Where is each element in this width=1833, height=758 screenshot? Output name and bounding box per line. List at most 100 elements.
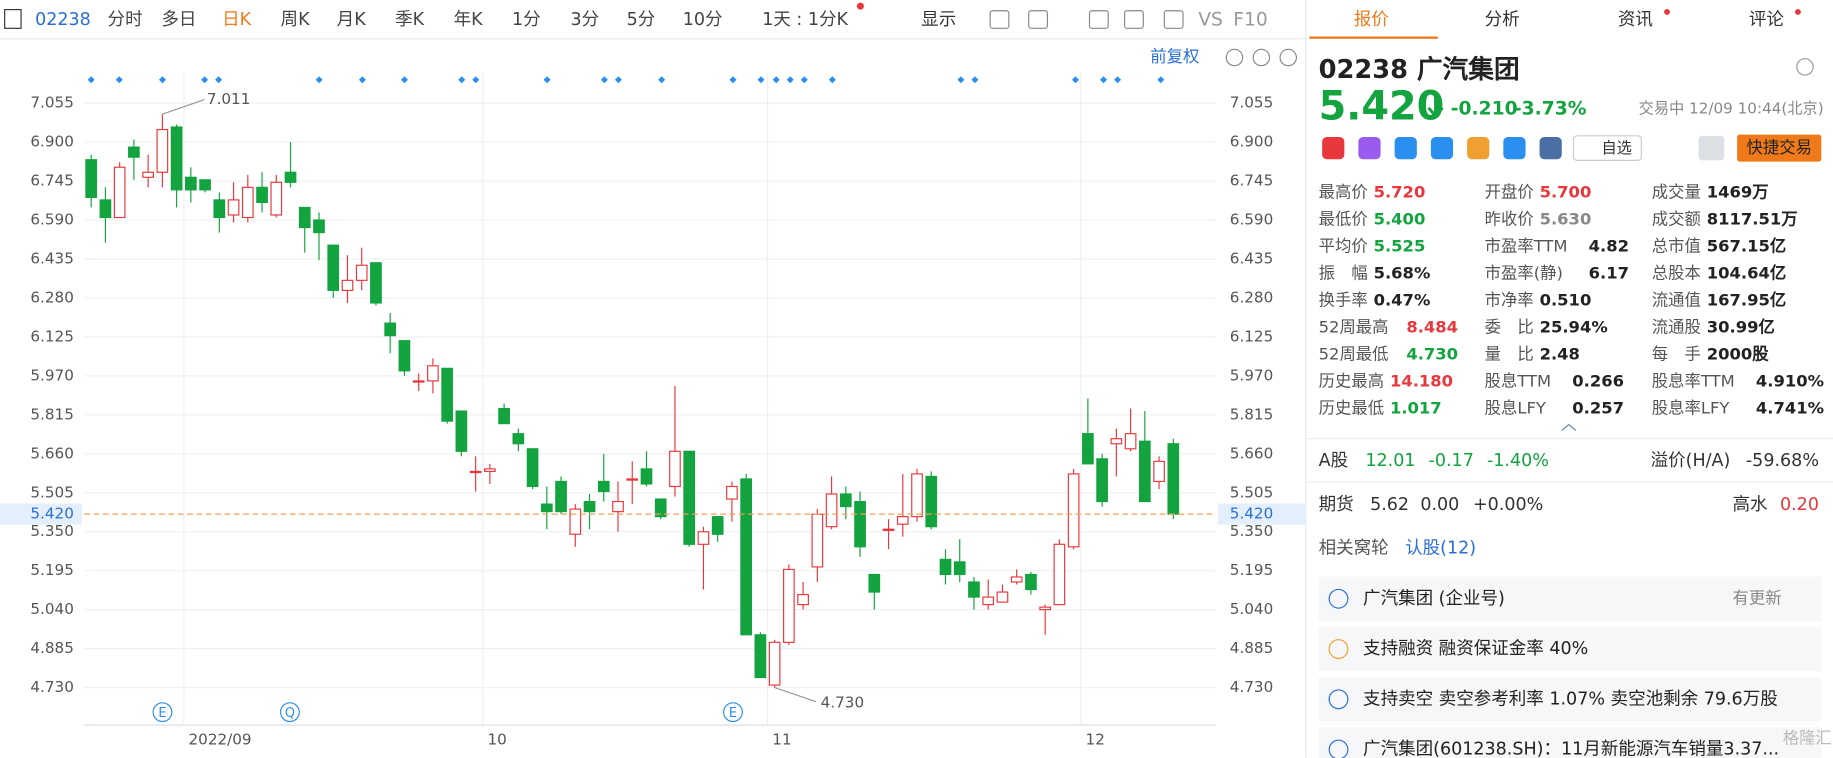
event-diamond[interactable] <box>772 76 780 84</box>
feature-icon[interactable] <box>1358 137 1381 160</box>
premium-label: 溢价(H/A) <box>1651 451 1731 471</box>
event-marker[interactable] <box>152 702 173 723</box>
tab-dot <box>1664 9 1670 15</box>
feature-icon[interactable] <box>1322 137 1345 160</box>
event-diamond[interactable] <box>1157 76 1165 84</box>
event-diamond[interactable] <box>658 76 666 84</box>
y-tick-label-right: 5.350 <box>1230 522 1273 540</box>
settings-icon[interactable] <box>1796 58 1814 76</box>
side-tab[interactable]: 分析 <box>1485 10 1520 30</box>
candle-body <box>441 367 453 422</box>
stat-label: 开盘价 <box>1485 183 1534 202</box>
event-diamond[interactable] <box>1071 76 1079 84</box>
event-diamond[interactable] <box>600 76 608 84</box>
adjust-button[interactable]: 前复权 <box>1150 47 1199 66</box>
news-card[interactable] <box>1318 677 1822 722</box>
y-tick-label: 4.885 <box>30 639 73 657</box>
event-marker[interactable] <box>723 702 743 723</box>
feature-icon[interactable] <box>1467 137 1490 160</box>
period-tab[interactable]: 日K <box>222 10 252 30</box>
y-tick-label: 5.505 <box>30 483 73 501</box>
news-card[interactable] <box>1318 727 1822 758</box>
event-diamond[interactable] <box>957 76 965 84</box>
period-tab[interactable]: 5分 <box>627 10 656 30</box>
event-diamond[interactable] <box>800 76 808 84</box>
event-diamond[interactable] <box>1114 76 1122 84</box>
event-diamond[interactable] <box>472 76 480 84</box>
candle-body <box>654 498 667 518</box>
menu-icon[interactable] <box>4 9 22 29</box>
event-diamond[interactable] <box>158 76 166 84</box>
alert-dot <box>856 2 864 10</box>
feature-icon[interactable] <box>1539 137 1562 160</box>
news-text: 支持融资 融资保证金率 40% <box>1363 639 1588 659</box>
candle-body <box>370 262 382 304</box>
period-tab[interactable]: 分时 <box>108 10 143 30</box>
candle-body <box>455 410 468 452</box>
active-tab-underline <box>1309 36 1438 39</box>
event-diamond[interactable] <box>358 76 366 84</box>
stat-label: 股息率LFY <box>1652 399 1731 418</box>
box-icon[interactable] <box>1028 10 1049 29</box>
feature-icon[interactable] <box>1503 137 1526 160</box>
trade-button[interactable] <box>1737 134 1822 162</box>
event-diamond[interactable] <box>315 76 323 84</box>
toolbar: 02238 分时 多日 日K 周K 月K 季K 年K 1分 3分 5分 10分 1天 : 1分K 显示 VS… <box>35 2 1298 67</box>
f10-button[interactable]: F10 <box>1233 10 1268 31</box>
bell-button[interactable] <box>1698 135 1725 161</box>
event-diamond[interactable] <box>1100 76 1108 84</box>
collapse-caret[interactable] <box>1561 423 1577 431</box>
period-tab[interactable]: 年K <box>454 10 484 30</box>
event-diamond[interactable] <box>87 76 95 84</box>
y-tick-label: 5.970 <box>30 366 73 384</box>
event-diamond[interactable] <box>115 76 123 84</box>
period-tab[interactable]: 10分 <box>683 10 723 30</box>
event-diamond[interactable] <box>201 76 209 84</box>
expand-icon[interactable] <box>1163 10 1184 29</box>
stat-value: 6.17 <box>1589 264 1629 283</box>
futures-label: 期货 <box>1319 495 1354 515</box>
candle-body <box>797 593 809 606</box>
settings-icon[interactable] <box>989 10 1010 29</box>
chart-control[interactable] <box>1279 48 1298 67</box>
side-tab[interactable]: 报价 <box>1354 10 1389 30</box>
warrants-link[interactable]: 认股(12) <box>1405 539 1476 559</box>
candle-body <box>640 468 653 485</box>
period-tab[interactable]: 周K <box>281 10 311 30</box>
event-diamond[interactable] <box>828 76 836 84</box>
news-card[interactable] <box>1318 576 1822 621</box>
vs-button[interactable]: VS <box>1198 10 1223 31</box>
watch-button[interactable] <box>1572 135 1642 161</box>
side-tab[interactable]: 资讯 <box>1618 10 1653 30</box>
warrants-label: 相关窝轮 <box>1319 539 1389 559</box>
period-tab[interactable]: 月K <box>337 10 367 30</box>
pen-icon[interactable] <box>1123 10 1144 29</box>
stat-label: 市盈率(静) <box>1485 264 1563 283</box>
stat-value: 4.741% <box>1756 399 1824 418</box>
period-tab[interactable]: 季K <box>395 10 425 30</box>
chart-control[interactable] <box>1252 48 1271 67</box>
period-tab[interactable]: 1分 <box>512 10 541 30</box>
watch-label: 自选 <box>1602 139 1632 157</box>
period-select[interactable]: 1天 : 1分K <box>762 10 848 30</box>
chart-control[interactable] <box>1225 48 1244 67</box>
event-diamond[interactable] <box>400 76 408 84</box>
event-marker[interactable] <box>279 702 300 723</box>
news-card[interactable] <box>1318 626 1822 672</box>
stat-label: 流通股 <box>1652 318 1701 337</box>
event-diamond[interactable] <box>215 76 223 84</box>
candle-body <box>740 478 752 636</box>
display-menu[interactable]: 显示 <box>921 10 956 30</box>
side-tab[interactable]: 评论 <box>1749 10 1785 30</box>
period-tab[interactable]: 多日 <box>161 10 196 30</box>
event-diamond[interactable] <box>971 76 979 84</box>
candle-body <box>555 480 567 513</box>
feature-icon[interactable] <box>1394 137 1417 160</box>
camera-icon[interactable] <box>1088 10 1109 29</box>
feature-icon[interactable] <box>1430 137 1454 160</box>
period-tab[interactable]: 3分 <box>570 10 599 30</box>
event-diamond[interactable] <box>458 76 466 84</box>
news-tag: 有更新 <box>1732 588 1781 607</box>
candle-body <box>156 128 169 173</box>
event-diamond[interactable] <box>543 76 551 84</box>
